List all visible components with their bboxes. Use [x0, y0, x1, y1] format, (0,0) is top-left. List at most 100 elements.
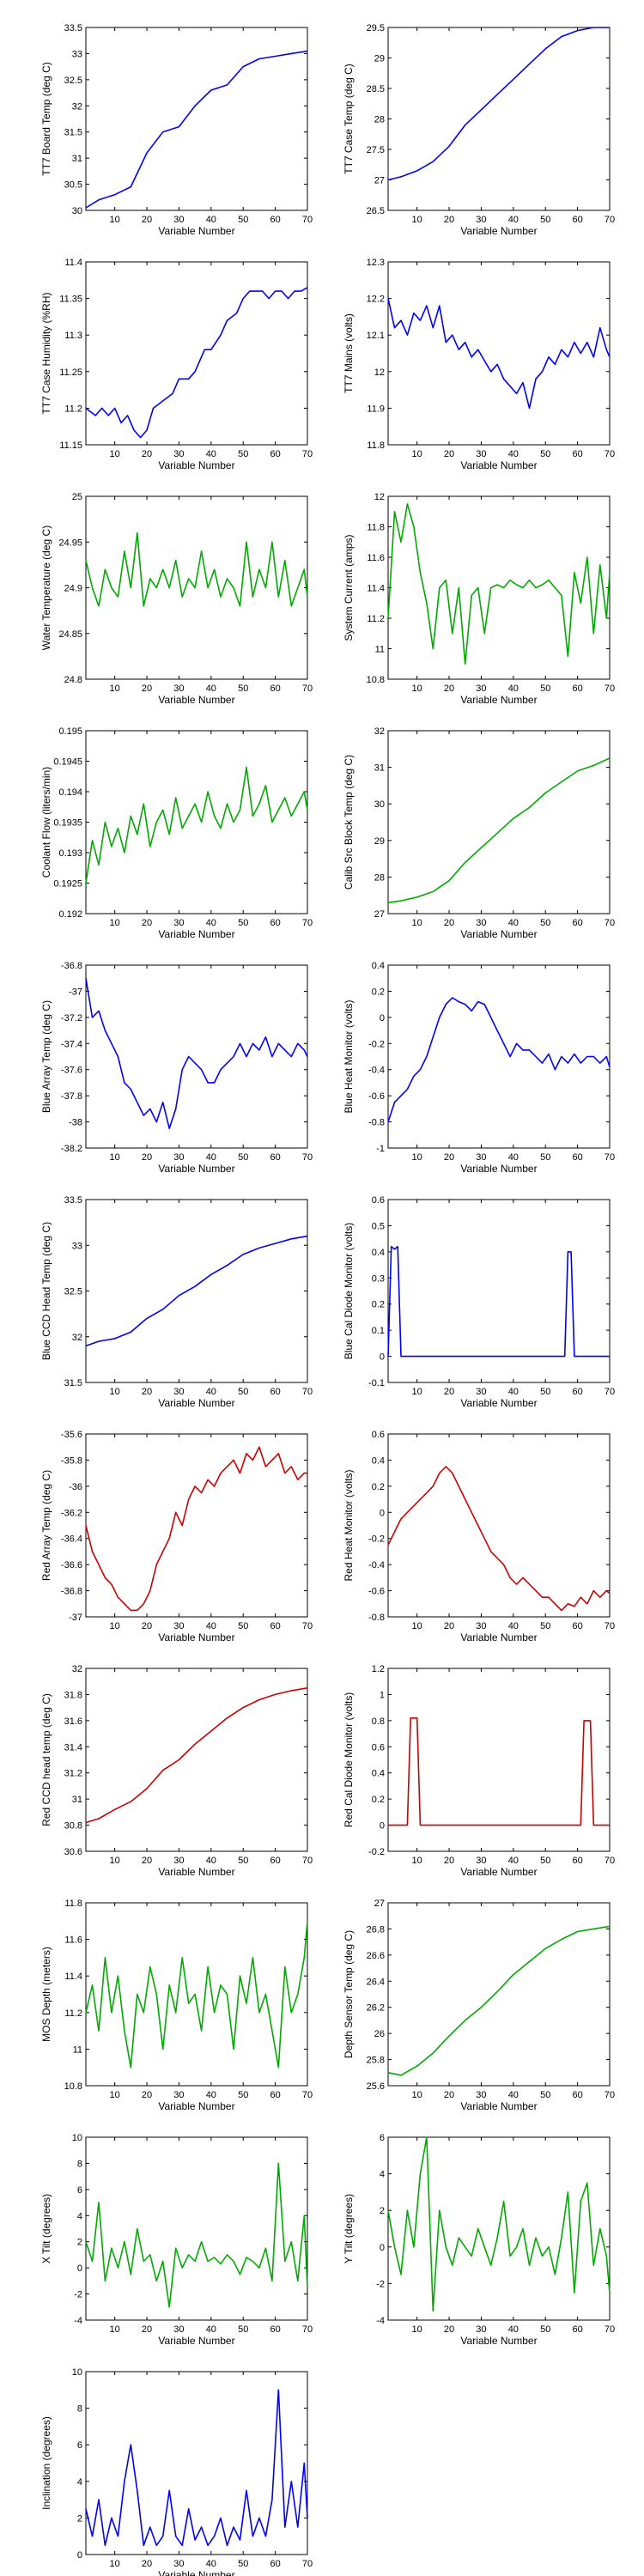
x-tick-label: 40: [508, 683, 519, 694]
y-axis-label: Depth Sensor Temp (deg C): [343, 1930, 355, 2058]
x-tick-label: 40: [206, 2324, 216, 2335]
x-tick-label: 60: [572, 2090, 582, 2100]
y-tick-label: 11: [375, 645, 385, 655]
y-tick-label: 10: [72, 2133, 82, 2143]
y-tick-label: -38.2: [61, 1144, 82, 1154]
y-tick-label: 10.8: [367, 675, 385, 685]
y-tick-label: 4: [380, 2170, 385, 2180]
series-line: [387, 1246, 610, 1358]
plot-frame: [85, 1433, 308, 1618]
x-tick-label: 30: [173, 2324, 184, 2335]
y-tick-label: 30.6: [64, 1847, 82, 1857]
y-tick-label: 11.4: [367, 584, 385, 594]
x-tick-label: 20: [444, 2324, 454, 2335]
x-tick-label: 60: [270, 2324, 280, 2335]
y-axis-label: Red Cal Diode Monitor (volts): [343, 1692, 355, 1827]
plot-frame: [387, 261, 611, 446]
x-tick-label: 60: [572, 215, 582, 225]
x-tick-label: 20: [142, 2559, 152, 2569]
series-line: [388, 1717, 610, 1826]
y-tick-label: 11.3: [64, 331, 82, 341]
y-tick-label: -0.6: [368, 1091, 385, 1102]
y-tick-label: -37.2: [61, 1013, 82, 1024]
x-tick-label: 40: [206, 1856, 216, 1866]
chart-panel-13: 10 20 30 40 50 60 70 -37 -36.8 -36.6 -36.4 -36.2 -36…: [40, 1430, 313, 1643]
x-tick-label: 30: [173, 1621, 184, 1631]
x-tick-label: 50: [540, 1152, 550, 1163]
chart-panel-4: 10 20 30 40 50 60 70 11.8 11.9 12 12.1 12.2 12.3 Vari…: [343, 258, 615, 471]
x-tick-label: 60: [270, 215, 280, 225]
x-tick-label: 70: [605, 215, 615, 225]
x-tick-label: 70: [302, 2559, 313, 2569]
x-axis-label: Variable Number: [158, 1397, 234, 1409]
series-line: [85, 287, 308, 439]
y-tick-label: -2: [376, 2279, 385, 2289]
x-tick-label: 50: [238, 1621, 248, 1631]
x-axis-label: Variable Number: [158, 459, 234, 471]
x-tick-label: 30: [476, 2324, 486, 2335]
x-axis-label: Variable Number: [460, 225, 537, 237]
x-axis-label: Variable Number: [158, 225, 234, 237]
x-tick-label: 10: [412, 449, 422, 459]
y-tick-label: 28: [374, 872, 385, 883]
x-tick-label: 50: [540, 1387, 550, 1397]
x-tick-label: 70: [302, 2324, 313, 2335]
x-axis-label: Variable Number: [460, 459, 537, 471]
plot-frame: [85, 2371, 308, 2555]
y-tick-label: -36.2: [61, 1508, 82, 1518]
plot-frame: [387, 1199, 611, 1383]
x-tick-label: 60: [572, 449, 582, 459]
chart-panel-9: 10 20 30 40 50 60 70 -38.2 -38 -37.8 -37.6 -37.4 -37…: [40, 961, 313, 1175]
y-tick-label: 0.1945: [53, 757, 82, 768]
x-tick-label: 50: [238, 918, 248, 928]
x-tick-label: 70: [302, 449, 313, 459]
y-tick-label: 11.25: [59, 368, 82, 378]
series-line: [85, 978, 308, 1129]
x-tick-label: 60: [572, 1152, 582, 1163]
y-tick-label: 26.5: [367, 206, 385, 216]
y-tick-label: 27: [374, 909, 385, 920]
y-tick-label: 0.6: [372, 1195, 385, 1206]
series-line: [387, 503, 611, 665]
x-tick-label: 70: [605, 1621, 615, 1631]
x-axis-label: Variable Number: [158, 1163, 234, 1175]
y-tick-label: 0.3: [372, 1273, 385, 1284]
x-tick-label: 20: [444, 1621, 454, 1631]
chart-panel-21: 10 20 30 40 50 60 70 0 2 4 6 8 10 Variable Number Incl…: [40, 2367, 313, 2576]
y-tick-label: 0: [380, 1821, 385, 1832]
y-tick-label: 12: [374, 368, 385, 378]
y-tick-label: 10.8: [64, 2081, 82, 2092]
y-tick-label: 0.4: [372, 1769, 385, 1779]
x-tick-label: 60: [270, 1621, 280, 1631]
x-tick-label: 30: [476, 1152, 486, 1163]
x-tick-label: 60: [572, 1387, 582, 1397]
series-line: [85, 532, 308, 607]
y-tick-label: -4: [376, 2316, 385, 2326]
y-tick-label: 29.5: [367, 23, 385, 33]
y-tick-label: 31.6: [64, 1716, 82, 1727]
x-axis-label: Variable Number: [158, 2335, 234, 2347]
x-tick-label: 60: [270, 1387, 280, 1397]
x-tick-label: 60: [270, 2090, 280, 2100]
y-tick-label: 25: [72, 492, 82, 502]
y-tick-label: 1.2: [372, 1664, 385, 1674]
y-tick-label: 31.5: [64, 1378, 82, 1388]
x-tick-label: 50: [540, 1621, 550, 1631]
x-tick-label: 20: [142, 918, 152, 928]
y-axis-label: Coolant Flow (liters/min): [40, 767, 52, 878]
series-line: [387, 27, 610, 181]
x-tick-label: 40: [508, 1387, 519, 1397]
y-tick-label: 0.1935: [53, 818, 82, 829]
x-tick-label: 50: [238, 2090, 248, 2100]
chart-panel-2: 10 20 30 40 50 60 70 26.5 27 27.5 28 28.5 29 29.5 Vari…: [343, 23, 615, 237]
x-tick-label: 70: [302, 1621, 313, 1631]
x-tick-label: 50: [238, 683, 248, 694]
x-tick-label: 30: [476, 918, 486, 928]
x-tick-label: 10: [110, 449, 120, 459]
series-line: [85, 1235, 308, 1347]
y-axis-label: Blue Array Temp (deg C): [40, 1000, 52, 1113]
x-tick-label: 50: [540, 918, 550, 928]
x-tick-label: 40: [508, 1621, 519, 1631]
y-tick-label: 30: [72, 206, 82, 216]
x-tick-label: 40: [508, 1152, 519, 1163]
